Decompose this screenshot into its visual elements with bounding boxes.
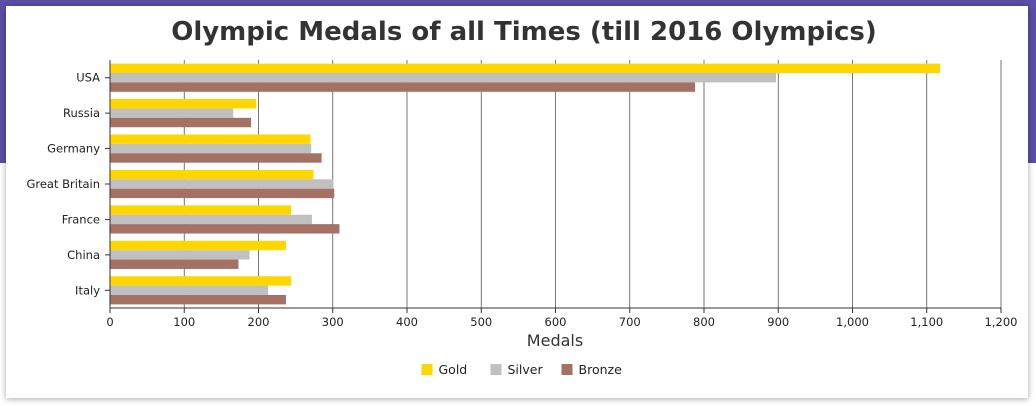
legend-swatch <box>490 364 502 375</box>
y-tick-label: China <box>67 248 100 262</box>
bar-bronze-usa[interactable] <box>110 82 696 92</box>
y-tick-label: Italy <box>75 283 100 297</box>
x-tick-label: 100 <box>173 315 195 329</box>
axes: 0 100 200 300 400 500 600 700 800 900 1,000 1,100 1,… <box>26 60 1017 329</box>
legend-swatch <box>421 364 433 375</box>
x-tick-label: 1,200 <box>985 315 1018 329</box>
y-tick-label: Russia <box>63 106 100 120</box>
chart-card: Olympic Medals of all Times (till 2016 O… <box>6 6 1028 398</box>
x-tick-label: 1,100 <box>910 315 943 329</box>
y-tick-label: Great Britain <box>26 177 100 191</box>
medals-bar-chart: Olympic Medals of all Times (till 2016 O… <box>26 17 1017 377</box>
bars <box>110 63 941 305</box>
bar-gold-great-britain[interactable] <box>110 169 314 180</box>
y-tick-label: Germany <box>47 142 100 156</box>
bar-bronze-russia[interactable] <box>110 117 252 128</box>
bar-gold-russia[interactable] <box>110 99 257 109</box>
y-tick-label: France <box>62 212 100 226</box>
bar-gold-usa[interactable] <box>110 63 941 74</box>
legend-item-gold[interactable]: Gold <box>421 362 468 377</box>
x-tick-label: 1,000 <box>836 315 869 329</box>
bar-bronze-great-britain[interactable] <box>110 188 335 199</box>
legend-label: Bronze <box>579 362 623 377</box>
x-tick-label: 200 <box>248 315 270 329</box>
bar-silver-russia[interactable] <box>110 108 234 118</box>
bar-silver-italy[interactable] <box>110 285 269 295</box>
x-tick-label: 0 <box>106 315 113 329</box>
bar-silver-germany[interactable] <box>110 143 312 154</box>
x-tick-label: 300 <box>322 315 344 329</box>
legend-item-silver[interactable]: Silver <box>490 362 544 377</box>
bar-gold-france[interactable] <box>110 205 292 215</box>
bar-bronze-italy[interactable] <box>110 294 286 305</box>
bar-silver-china[interactable] <box>110 250 250 260</box>
y-tick-label: USA <box>76 71 100 85</box>
bar-silver-great-britain[interactable] <box>110 179 334 189</box>
legend-item-bronze[interactable]: Bronze <box>561 362 623 377</box>
legend-label: Gold <box>439 362 468 377</box>
bar-bronze-china[interactable] <box>110 259 239 269</box>
x-tick-label: 500 <box>470 315 492 329</box>
legend: Gold Silver Bronze <box>421 362 623 377</box>
chart-title: Olympic Medals of all Times (till 2016 O… <box>171 17 877 47</box>
bar-gold-italy[interactable] <box>110 276 292 286</box>
bar-silver-france[interactable] <box>110 214 312 225</box>
bar-bronze-france[interactable] <box>110 224 340 234</box>
bar-gold-germany[interactable] <box>110 134 311 144</box>
x-axis-title: Medals <box>527 331 583 350</box>
x-tick-label: 700 <box>619 315 641 329</box>
bar-silver-usa[interactable] <box>110 73 777 83</box>
x-tick-label: 600 <box>545 315 567 329</box>
bar-gold-china[interactable] <box>110 240 286 251</box>
legend-label: Silver <box>508 362 544 377</box>
x-tick-label: 400 <box>396 315 418 329</box>
legend-swatch <box>561 364 573 375</box>
bar-bronze-germany[interactable] <box>110 153 322 163</box>
x-tick-label: 900 <box>767 315 789 329</box>
x-tick-label: 800 <box>693 315 715 329</box>
